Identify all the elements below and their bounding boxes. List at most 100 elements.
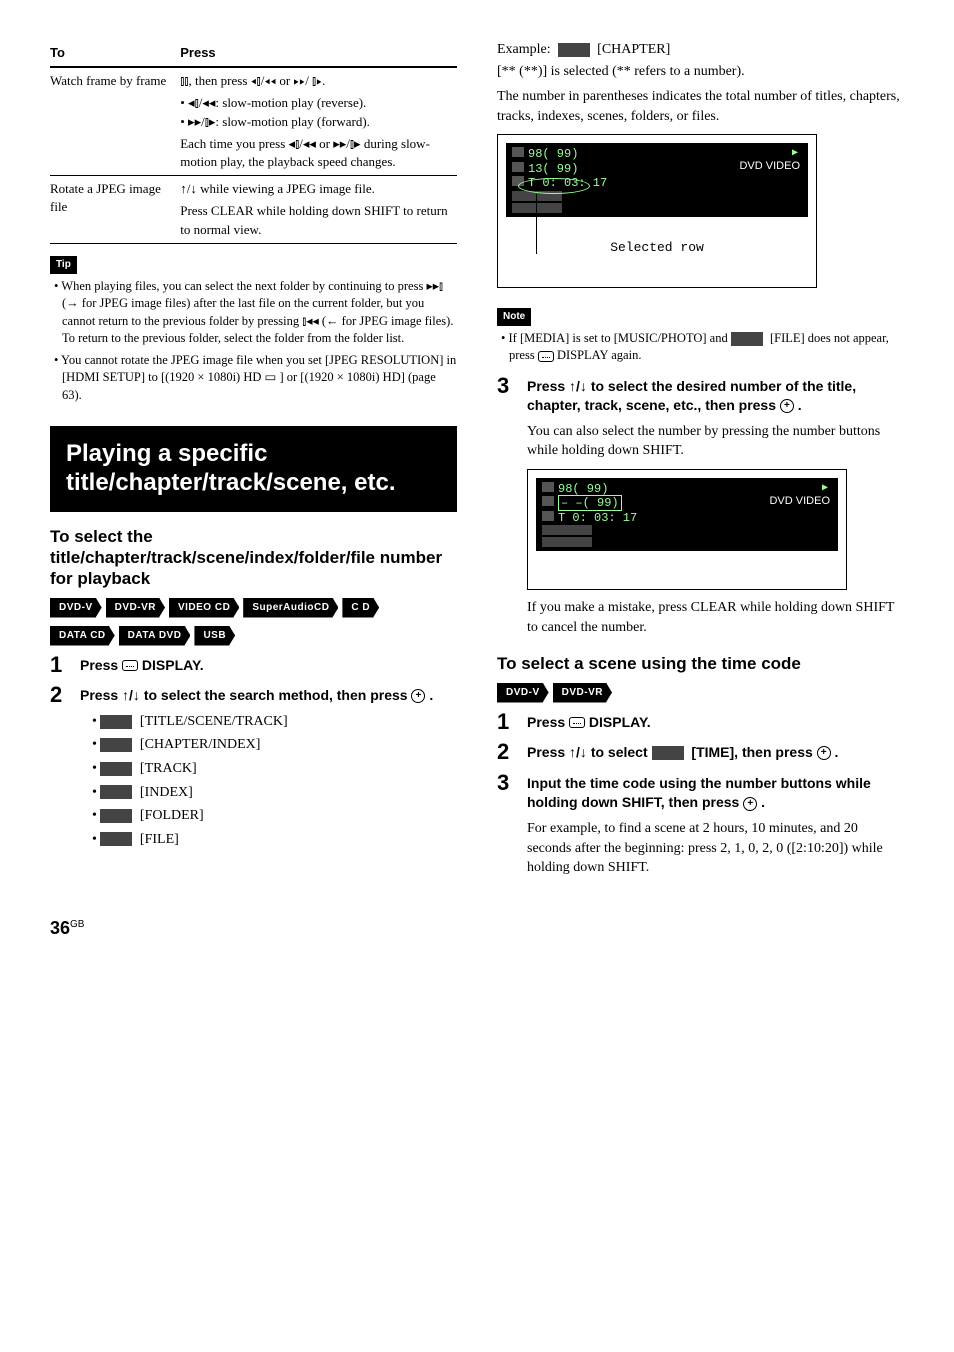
step-number: 3 (497, 772, 517, 794)
note-list: If [MEDIA] is set to [MUSIC/PHOTO] and [… (497, 330, 904, 365)
press-main: ⫾⫾, then press ◂⫾/◂◂ or ▸▸/ ⫾▸. (180, 73, 325, 88)
page-number: 36GB (50, 916, 904, 941)
step-text: Press ↑/↓ to select the desired number o… (527, 377, 904, 416)
note-item: If [MEDIA] is set to [MUSIC/PHOTO] and [… (501, 330, 904, 365)
format-badge: DVD-VR (106, 598, 165, 618)
format-badge: DVD-VR (553, 683, 612, 703)
screen-line: 98( 99) (528, 147, 578, 161)
cell-press: ⫾⫾, then press ◂⫾/◂◂ or ▸▸/ ⫾▸. • ◂⫾/◂◂:… (180, 67, 457, 175)
section-heading: Playing a specific title/chapter/track/s… (50, 426, 457, 512)
enter-icon: + (817, 746, 831, 760)
chapter-icon (100, 738, 132, 752)
format-badge: SuperAudioCD (243, 598, 338, 618)
example-sub: [** (**)] is selected (** refers to a nu… (497, 62, 904, 82)
subheading: To select the title/chapter/track/scene/… (50, 526, 457, 590)
press-bullet: ◂⫾/◂◂: slow-motion play (reverse). (188, 95, 366, 110)
left-column: To Press Watch frame by frame ⫾⫾, then p… (50, 40, 457, 886)
th-press: Press (180, 40, 457, 67)
step: 1 Press DISPLAY. (50, 654, 457, 677)
enter-icon: + (743, 797, 757, 811)
press-tail: Press CLEAR while holding down SHIFT to … (180, 202, 449, 238)
step: 3 Press ↑/↓ to select the desired number… (497, 375, 904, 461)
cell-to: Watch frame by frame (50, 67, 180, 175)
instruction-table: To Press Watch frame by frame ⫾⫾, then p… (50, 40, 457, 244)
display-inner: ▶ 98( 99) – –( 99) T 0: 03: 17 DVD VIDEO (536, 478, 838, 551)
step-number: 2 (50, 684, 70, 706)
example-para: The number in parentheses indicates the … (497, 87, 904, 126)
screen-line: – –( 99) (558, 495, 622, 511)
table-row: Watch frame by frame ⫾⫾, then press ◂⫾/◂… (50, 67, 457, 175)
format-badge: DVD-V (50, 598, 102, 618)
index-icon (100, 785, 132, 799)
tip-item: When playing files, you can select the n… (54, 278, 457, 348)
format-badge: DATA CD (50, 626, 115, 646)
press-tail: Each time you press ◂⫾/◂◂ or ▸▸/⫾▸ durin… (180, 135, 449, 171)
step: 3 Input the time code using the number b… (497, 772, 904, 878)
option-item: [INDEX] (92, 783, 457, 803)
dvd-label: DVD VIDEO (769, 494, 830, 509)
right-column: Example: [CHAPTER] [** (**)] is selected… (497, 40, 904, 886)
screen-line: 98( 99) (558, 482, 608, 496)
badge-row: DVD-V DVD-VR VIDEO CD SuperAudioCD C D (50, 598, 457, 618)
note-label: Note (497, 308, 531, 326)
option-item: [TITLE/SCENE/TRACK] (92, 712, 457, 732)
step-extra: You can also select the number by pressi… (527, 422, 904, 461)
step-text: Press ↑/↓ to select [TIME], then press +… (527, 744, 838, 760)
tip-label: Tip (50, 256, 77, 274)
cell-press: ↑/↓ while viewing a JPEG image file. Pre… (180, 176, 457, 244)
format-badge: USB (194, 626, 235, 646)
example-line: Example: [CHAPTER] (497, 40, 904, 60)
dvd-label: DVD VIDEO (739, 159, 800, 174)
step: 2 Press ↑/↓ to select the search method,… (50, 684, 457, 853)
enter-icon: + (411, 689, 425, 703)
step-number: 1 (50, 654, 70, 676)
after-screen-text: If you make a mistake, press CLEAR while… (527, 598, 904, 637)
page-columns: To Press Watch frame by frame ⫾⫾, then p… (50, 40, 904, 886)
tip-item: You cannot rotate the JPEG image file wh… (54, 352, 457, 405)
file-icon (100, 832, 132, 846)
track-icon (100, 762, 132, 776)
tip-list: When playing files, you can select the n… (50, 278, 457, 405)
display-screen-1: ▶ 98( 99) 13( 99) T 0: 03: 17 DVD VIDEO … (497, 134, 817, 287)
format-badge: DVD-V (497, 683, 549, 703)
format-badge: VIDEO CD (169, 598, 239, 618)
cell-to: Rotate a JPEG image file (50, 176, 180, 244)
format-badge: DATA DVD (119, 626, 191, 646)
folder-icon (100, 809, 132, 823)
option-item: [TRACK] (92, 759, 457, 779)
step-number: 1 (497, 711, 517, 733)
display-button-icon (122, 660, 138, 671)
screen-line: 13( 99) (528, 162, 578, 176)
file-icon (731, 332, 763, 346)
enter-icon: + (780, 399, 794, 413)
chapter-icon (558, 43, 590, 57)
screen-caption: Selected row (506, 239, 808, 261)
step-text: Input the time code using the number but… (527, 774, 904, 813)
option-list: [TITLE/SCENE/TRACK] [CHAPTER/INDEX] [TRA… (80, 712, 457, 850)
display-screen-2: ▶ 98( 99) – –( 99) T 0: 03: 17 DVD VIDEO (527, 469, 847, 590)
step: 2 Press ↑/↓ to select [TIME], then press… (497, 741, 904, 764)
title-icon (100, 715, 132, 729)
step-text: Press DISPLAY. (527, 714, 651, 730)
format-badge: C D (342, 598, 379, 618)
option-item: [FOLDER] (92, 806, 457, 826)
th-to: To (50, 40, 180, 67)
option-item: [CHAPTER/INDEX] (92, 735, 457, 755)
screen-line: T 0: 03: 17 (558, 511, 637, 525)
selection-highlight (518, 178, 590, 194)
display-inner: ▶ 98( 99) 13( 99) T 0: 03: 17 DVD VIDEO (506, 143, 808, 216)
time-icon (652, 746, 684, 760)
step: 1 Press DISPLAY. (497, 711, 904, 734)
badge-row: DATA CD DATA DVD USB (50, 626, 457, 646)
badge-row: DVD-V DVD-VR (497, 683, 904, 703)
display-button-icon (538, 351, 554, 362)
table-row: Rotate a JPEG image file ↑/↓ while viewi… (50, 176, 457, 244)
display-button-icon (569, 717, 585, 728)
option-item: [FILE] (92, 830, 457, 850)
step-number: 3 (497, 375, 517, 397)
step-text: Press ↑/↓ to select the search method, t… (80, 686, 457, 706)
press-main: ↑/↓ while viewing a JPEG image file. (180, 181, 375, 196)
step-extra: For example, to find a scene at 2 hours,… (527, 819, 904, 878)
step-text: Press DISPLAY. (80, 657, 204, 673)
subheading: To select a scene using the time code (497, 653, 904, 674)
